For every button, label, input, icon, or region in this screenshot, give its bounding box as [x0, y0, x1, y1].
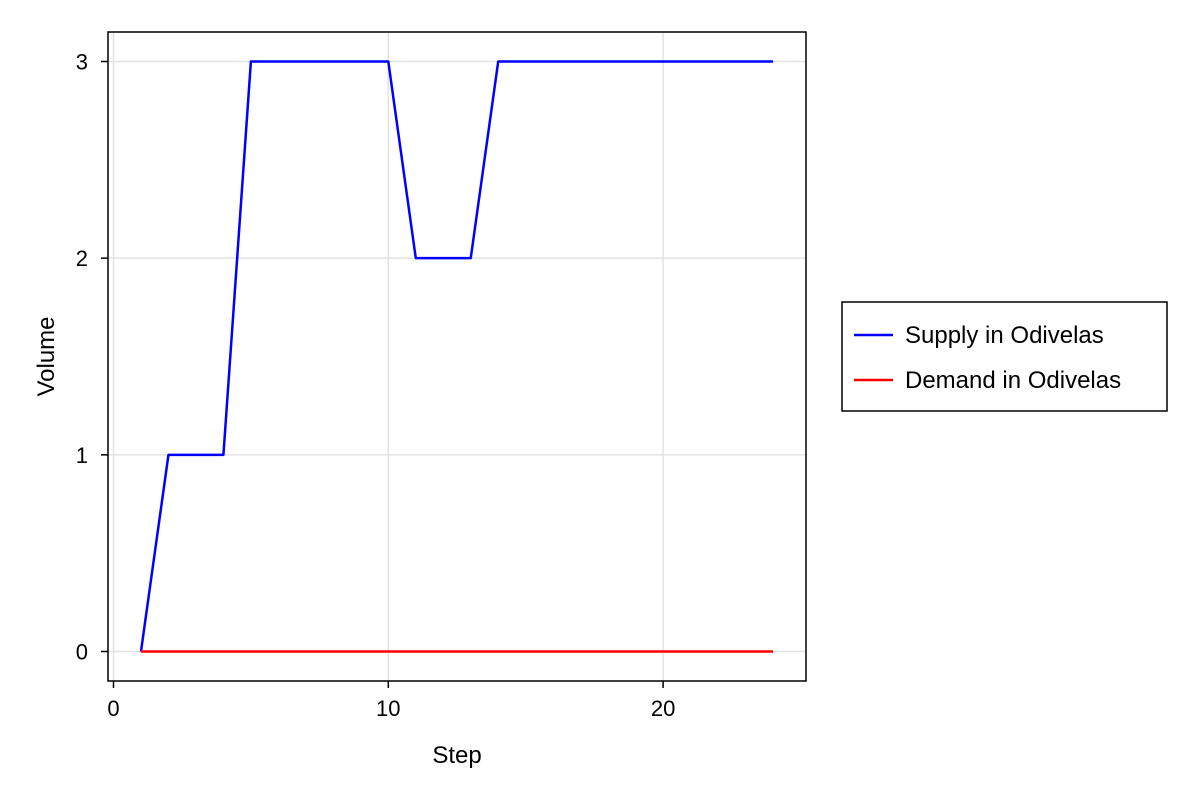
x-axis-label: Step: [432, 742, 481, 769]
axis-ticks: 0 10 20 0 1 2 3: [76, 50, 676, 722]
legend: Supply in Odivelas Demand in Odivelas: [841, 301, 1168, 412]
y-tick-label: 1: [76, 443, 88, 468]
x-tick-label: 0: [107, 696, 119, 721]
legend-box: [841, 301, 1168, 412]
x-tick-label: 10: [376, 696, 400, 721]
y-tick-label: 0: [76, 640, 88, 665]
grid: [108, 32, 806, 681]
series-lines: [139, 60, 774, 653]
y-tick-label: 3: [76, 50, 88, 75]
series-line-supply-in-odivelas: [139, 60, 774, 652]
plot-frame: [107, 31, 807, 682]
y-tick-label: 2: [76, 246, 88, 271]
legend-label: Demand in Odivelas: [905, 367, 1121, 394]
x-tick-label: 20: [651, 696, 675, 721]
y-axis-label: Volume: [33, 316, 60, 396]
legend-label: Supply in Odivelas: [905, 322, 1104, 349]
